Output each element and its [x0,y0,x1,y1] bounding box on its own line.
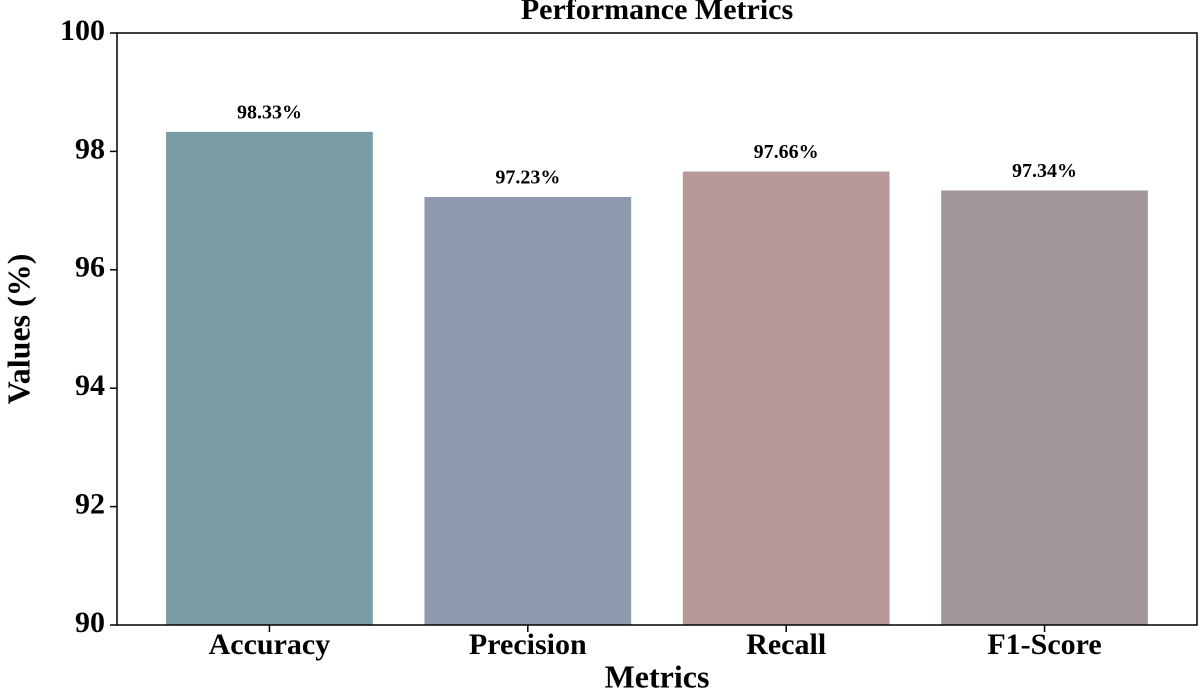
chart-title: Performance Metrics [521,0,793,26]
y-tick-label: 96 [75,251,105,284]
bar [682,171,890,625]
y-tick-label: 90 [75,606,105,639]
value-label: 97.34% [1012,160,1077,182]
x-tick-label: Accuracy [209,628,331,661]
bar [941,190,1148,626]
x-axis-label: Metrics [605,658,710,693]
y-axis-label: Values (%) [0,254,36,405]
y-tick-label: 98 [75,132,105,165]
value-label: 98.33% [237,101,302,123]
bar [166,131,373,625]
y-tick-label: 100 [60,14,105,47]
y-tick-label: 92 [75,487,105,520]
x-tick-label: Recall [746,628,826,661]
value-label: 97.23% [495,167,560,189]
bar [424,196,632,625]
x-tick-label: Precision [469,628,587,661]
y-tick-label: 94 [75,369,105,402]
x-tick-label: F1-Score [987,628,1101,661]
plot-frame [116,32,1198,626]
value-label: 97.66% [754,141,819,163]
